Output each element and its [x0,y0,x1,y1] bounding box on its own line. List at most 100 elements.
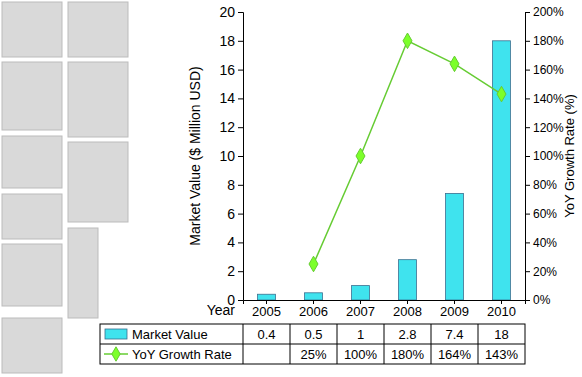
tick-label: 0% [533,293,551,307]
photo-placeholder [68,142,128,222]
y-axis-title: Market Value ($ Million USD) [187,66,203,245]
marker [403,33,412,49]
data-label: 0.5 [304,327,322,342]
tick-label: 12 [219,119,235,135]
tick: 40% [525,236,557,250]
bar [493,41,511,300]
chart: 024681012141618200%20%40%60%80%100%120%1… [0,0,582,377]
tick-label: 160% [533,63,564,77]
bar [352,286,370,300]
data-label: 143% [485,347,519,362]
tick-label: 60% [533,207,557,221]
data-label: 25% [300,347,326,362]
tick-mark [525,127,530,128]
tick: 2 [227,263,243,279]
tick: 160% [525,63,564,77]
data-label: 1 [357,327,364,342]
table-rule [100,344,525,345]
tick-label: 140% [533,92,564,106]
table-rule [243,324,244,364]
tick-mark [238,271,243,272]
tick: 12 [219,119,243,135]
tick: 20% [525,265,557,279]
tick-label: 18 [219,33,235,49]
tick: 80% [525,178,557,192]
tick: 2006 [299,300,328,319]
x-axis-title: Year [207,302,236,318]
axis-line [238,13,244,301]
tick: 6 [227,206,243,222]
tick-label: 2007 [346,304,375,319]
photo-placeholder [68,2,128,57]
photo-placeholder [2,2,62,57]
tick-label: 100% [533,149,564,163]
photo-placeholder [68,62,128,137]
y2-axis: 0%20%40%60%80%100%120%140%160%180%200% [525,5,564,307]
marker [497,86,506,102]
data-label: 18 [494,327,508,342]
y2-axis-title: YoY Growth Rate (%) [562,94,577,218]
tick: 20 [219,4,243,20]
tick-label: 2 [227,263,235,279]
legend-label: Market Value [132,327,208,342]
line [314,41,502,264]
data-label: 180% [391,347,425,362]
tick: 16 [219,62,243,78]
photo-placeholder [68,228,98,318]
tick-mark [238,214,243,215]
axis-line [244,301,526,305]
tick: 2007 [346,300,375,319]
tick-mark [238,127,243,128]
marker [450,56,459,72]
x-axis: 2005 2006 2007 2008 2009 2010 [244,300,526,319]
tick: 180% [525,34,564,48]
data-label: 0.4 [257,327,275,342]
table-rule [431,324,432,364]
tick-label: 20 [219,4,235,20]
tick: 2008 [393,300,422,319]
table-rule [290,324,291,364]
tick-label: 2005 [252,304,281,319]
legend-label: YoY Growth Rate [132,347,232,362]
tick: 60% [525,207,557,221]
tick: 140% [525,92,564,106]
tick: 2010 [487,300,516,319]
table-rule [384,324,385,364]
tick: 14 [219,90,243,106]
tick: 0% [525,293,551,307]
tick-label: 2008 [393,304,422,319]
tick-label: 2009 [440,304,469,319]
tick: 100% [525,149,564,163]
photo-placeholder [2,244,62,306]
tick-mark [238,156,243,157]
photo-placeholder [2,194,62,239]
tick-mark [525,271,530,272]
tick-label: 180% [533,34,564,48]
tick: 8 [227,177,243,193]
tick-label: 10 [219,148,235,164]
photo-placeholder [2,318,62,373]
tick-label: 80% [533,178,557,192]
table-border [100,324,525,364]
tick-label: 16 [219,62,235,78]
tick-mark [525,12,530,13]
tick: 120% [525,121,564,135]
tick-label: 6 [227,206,235,222]
bar [399,260,417,300]
marker [356,148,365,164]
bar [258,294,276,300]
tick-mark [238,70,243,71]
tick-mark [238,41,243,42]
tick-mark [238,12,243,13]
bar [446,193,464,300]
tick-mark [525,98,530,99]
tick-mark [525,41,530,42]
tick-mark [525,70,530,71]
tick-label: 8 [227,177,235,193]
photo-placeholder [2,62,62,130]
plot-area [258,33,511,300]
data-label: 7.4 [445,327,463,342]
legend-marker [112,347,120,361]
tick-label: 14 [219,90,235,106]
tick-mark [238,185,243,186]
